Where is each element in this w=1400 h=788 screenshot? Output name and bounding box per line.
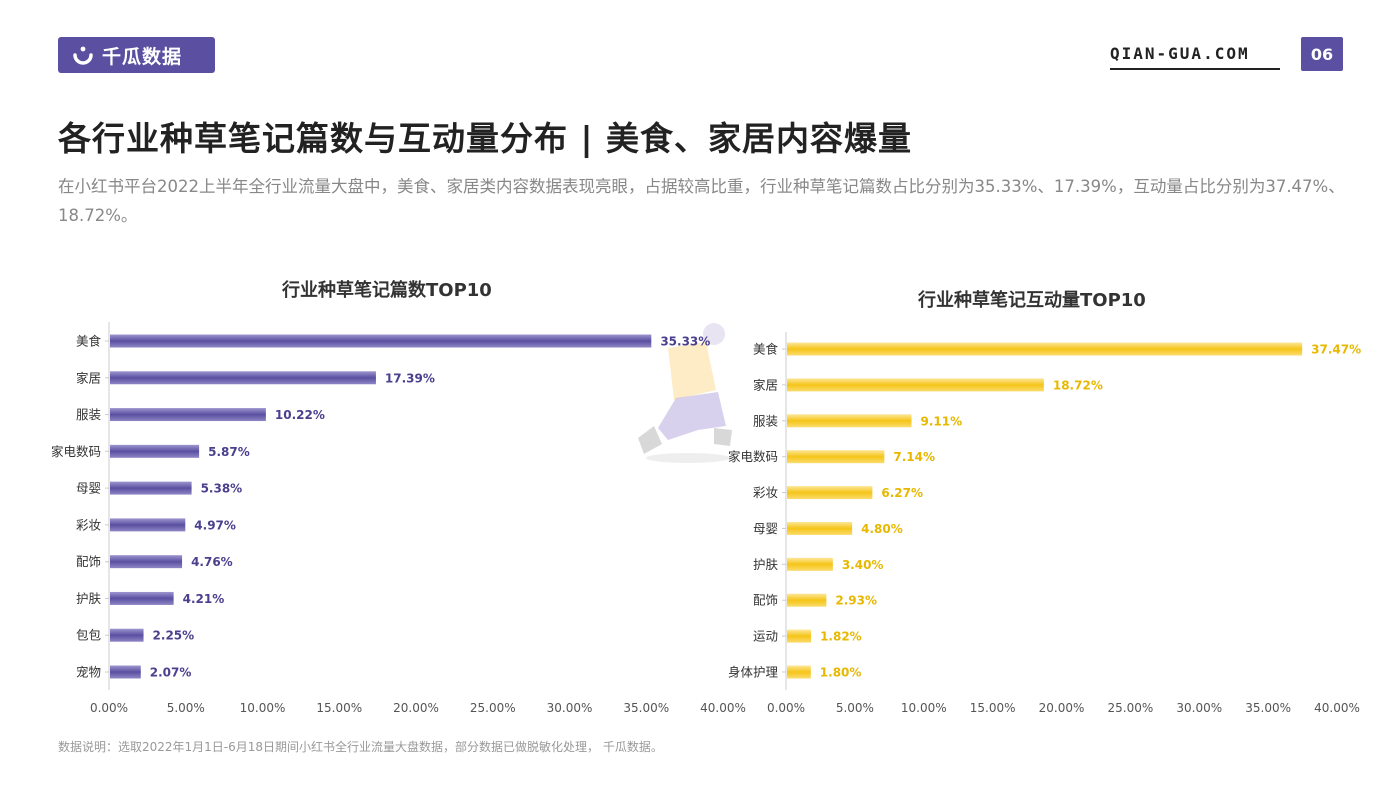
interactions-bar bbox=[787, 486, 873, 500]
notes-value-label: 4.76% bbox=[191, 555, 233, 569]
interactions-bar bbox=[787, 665, 811, 679]
interactions-value-label: 1.82% bbox=[820, 630, 862, 644]
notes-value-label: 10.22% bbox=[275, 408, 325, 422]
notes-bar bbox=[110, 408, 266, 422]
interactions-value-label: 6.27% bbox=[881, 486, 923, 500]
notes-value-label: 5.87% bbox=[208, 445, 250, 459]
interactions-category-label: 美食 bbox=[753, 342, 779, 357]
notes-bar bbox=[110, 444, 200, 458]
interactions-value-label: 7.14% bbox=[893, 450, 935, 464]
notes-x-tick-label: 0.00% bbox=[90, 701, 128, 715]
notes-x-tick-label: 5.00% bbox=[167, 701, 205, 715]
interactions-value-label: 18.72% bbox=[1053, 378, 1103, 392]
notes-value-label: 4.97% bbox=[194, 518, 236, 532]
notes-bar bbox=[110, 628, 144, 642]
mascot-illustration bbox=[638, 323, 732, 463]
interactions-value-label: 2.93% bbox=[835, 594, 877, 608]
notes-category-label: 彩妆 bbox=[76, 517, 101, 532]
interactions-category-label: 服装 bbox=[753, 413, 778, 428]
interactions-category-label: 运动 bbox=[753, 629, 778, 644]
chart-title-interactions: 行业种草笔记互动量TOP10 bbox=[918, 290, 1146, 311]
interactions-x-tick-label: 35.00% bbox=[1245, 701, 1291, 715]
notes-category-label: 服装 bbox=[76, 407, 101, 422]
interactions-value-label: 37.47% bbox=[1311, 343, 1361, 357]
notes-bar bbox=[110, 665, 141, 679]
notes-value-label: 5.38% bbox=[201, 482, 243, 496]
notes-category-label: 护肤 bbox=[76, 591, 102, 606]
notes-value-label: 2.25% bbox=[153, 629, 195, 643]
interactions-value-label: 9.11% bbox=[920, 414, 962, 428]
notes-bar bbox=[110, 555, 183, 569]
notes-x-tick-label: 35.00% bbox=[623, 701, 669, 715]
interactions-x-tick-label: 0.00% bbox=[767, 701, 805, 715]
interactions-value-label: 4.80% bbox=[861, 522, 903, 536]
notes-value-label: 35.33% bbox=[660, 335, 710, 349]
interactions-category-label: 彩妆 bbox=[753, 485, 778, 500]
logo-text: 千瓜数据 bbox=[102, 45, 183, 68]
interactions-bar bbox=[787, 557, 833, 571]
page-number: 06 bbox=[1301, 37, 1343, 71]
notes-bar bbox=[110, 371, 376, 385]
interactions-category-label: 护肤 bbox=[753, 557, 779, 572]
notes-bar bbox=[110, 591, 174, 605]
interactions-bar bbox=[787, 450, 885, 464]
logo: 千瓜数据 bbox=[58, 37, 215, 73]
interactions-bar bbox=[787, 414, 912, 428]
interactions-value-label: 3.40% bbox=[842, 558, 884, 572]
interactions-x-tick-label: 30.00% bbox=[1176, 701, 1222, 715]
notes-x-tick-label: 15.00% bbox=[316, 701, 362, 715]
interactions-category-label: 母婴 bbox=[753, 521, 778, 536]
interactions-category-label: 身体护理 bbox=[728, 665, 779, 680]
notes-x-tick-label: 10.00% bbox=[240, 701, 286, 715]
notes-bar bbox=[110, 518, 186, 532]
notes-category-label: 包包 bbox=[76, 628, 101, 643]
interactions-bar bbox=[787, 342, 1303, 356]
interactions-bar bbox=[787, 378, 1044, 392]
interactions-category-label: 家居 bbox=[753, 377, 778, 392]
interactions-x-tick-label: 25.00% bbox=[1107, 701, 1153, 715]
interactions-x-tick-label: 5.00% bbox=[836, 701, 874, 715]
interactions-x-tick-label: 40.00% bbox=[1314, 701, 1360, 715]
interactions-category-label: 配饰 bbox=[753, 593, 778, 608]
logo-icon bbox=[73, 46, 93, 65]
footnote: 数据说明：选取2022年1月1日-6月18日期间小红书全行业流量大盘数据，部分数… bbox=[58, 740, 663, 754]
notes-value-label: 17.39% bbox=[385, 371, 435, 385]
chart-title-notes: 行业种草笔记篇数TOP10 bbox=[282, 280, 492, 301]
notes-value-label: 4.21% bbox=[183, 592, 225, 606]
notes-category-label: 家电数码 bbox=[51, 444, 101, 459]
notes-x-tick-label: 25.00% bbox=[470, 701, 516, 715]
notes-category-label: 美食 bbox=[76, 334, 102, 349]
interactions-x-tick-label: 10.00% bbox=[901, 701, 947, 715]
notes-bar bbox=[110, 481, 192, 495]
notes-bar bbox=[110, 334, 652, 348]
interactions-category-label: 家电数码 bbox=[728, 449, 778, 464]
notes-x-tick-label: 20.00% bbox=[393, 701, 439, 715]
interactions-x-tick-label: 15.00% bbox=[970, 701, 1016, 715]
notes-value-label: 2.07% bbox=[150, 666, 192, 680]
site-url: QIAN-GUA.COM bbox=[1110, 44, 1250, 63]
notes-category-label: 宠物 bbox=[76, 665, 101, 680]
page-subtitle: 在小红书平台2022上半年全行业流量大盘中，美食、家居类内容数据表现亮眼，占据较… bbox=[58, 177, 1345, 225]
notes-category-label: 母婴 bbox=[76, 481, 101, 496]
interactions-value-label: 1.80% bbox=[820, 666, 862, 680]
notes-category-label: 家居 bbox=[76, 370, 101, 385]
interactions-bar bbox=[787, 593, 827, 607]
interactions-bar bbox=[787, 629, 812, 643]
page-title: 各行业种草笔记篇数与互动量分布 | 美食、家居内容爆量 bbox=[58, 119, 913, 158]
notes-x-tick-label: 30.00% bbox=[547, 701, 593, 715]
site-underline bbox=[1110, 68, 1280, 70]
notes-x-tick-label: 40.00% bbox=[700, 701, 746, 715]
interactions-bar bbox=[787, 521, 853, 535]
notes-category-label: 配饰 bbox=[76, 554, 101, 569]
interactions-x-tick-label: 20.00% bbox=[1039, 701, 1085, 715]
